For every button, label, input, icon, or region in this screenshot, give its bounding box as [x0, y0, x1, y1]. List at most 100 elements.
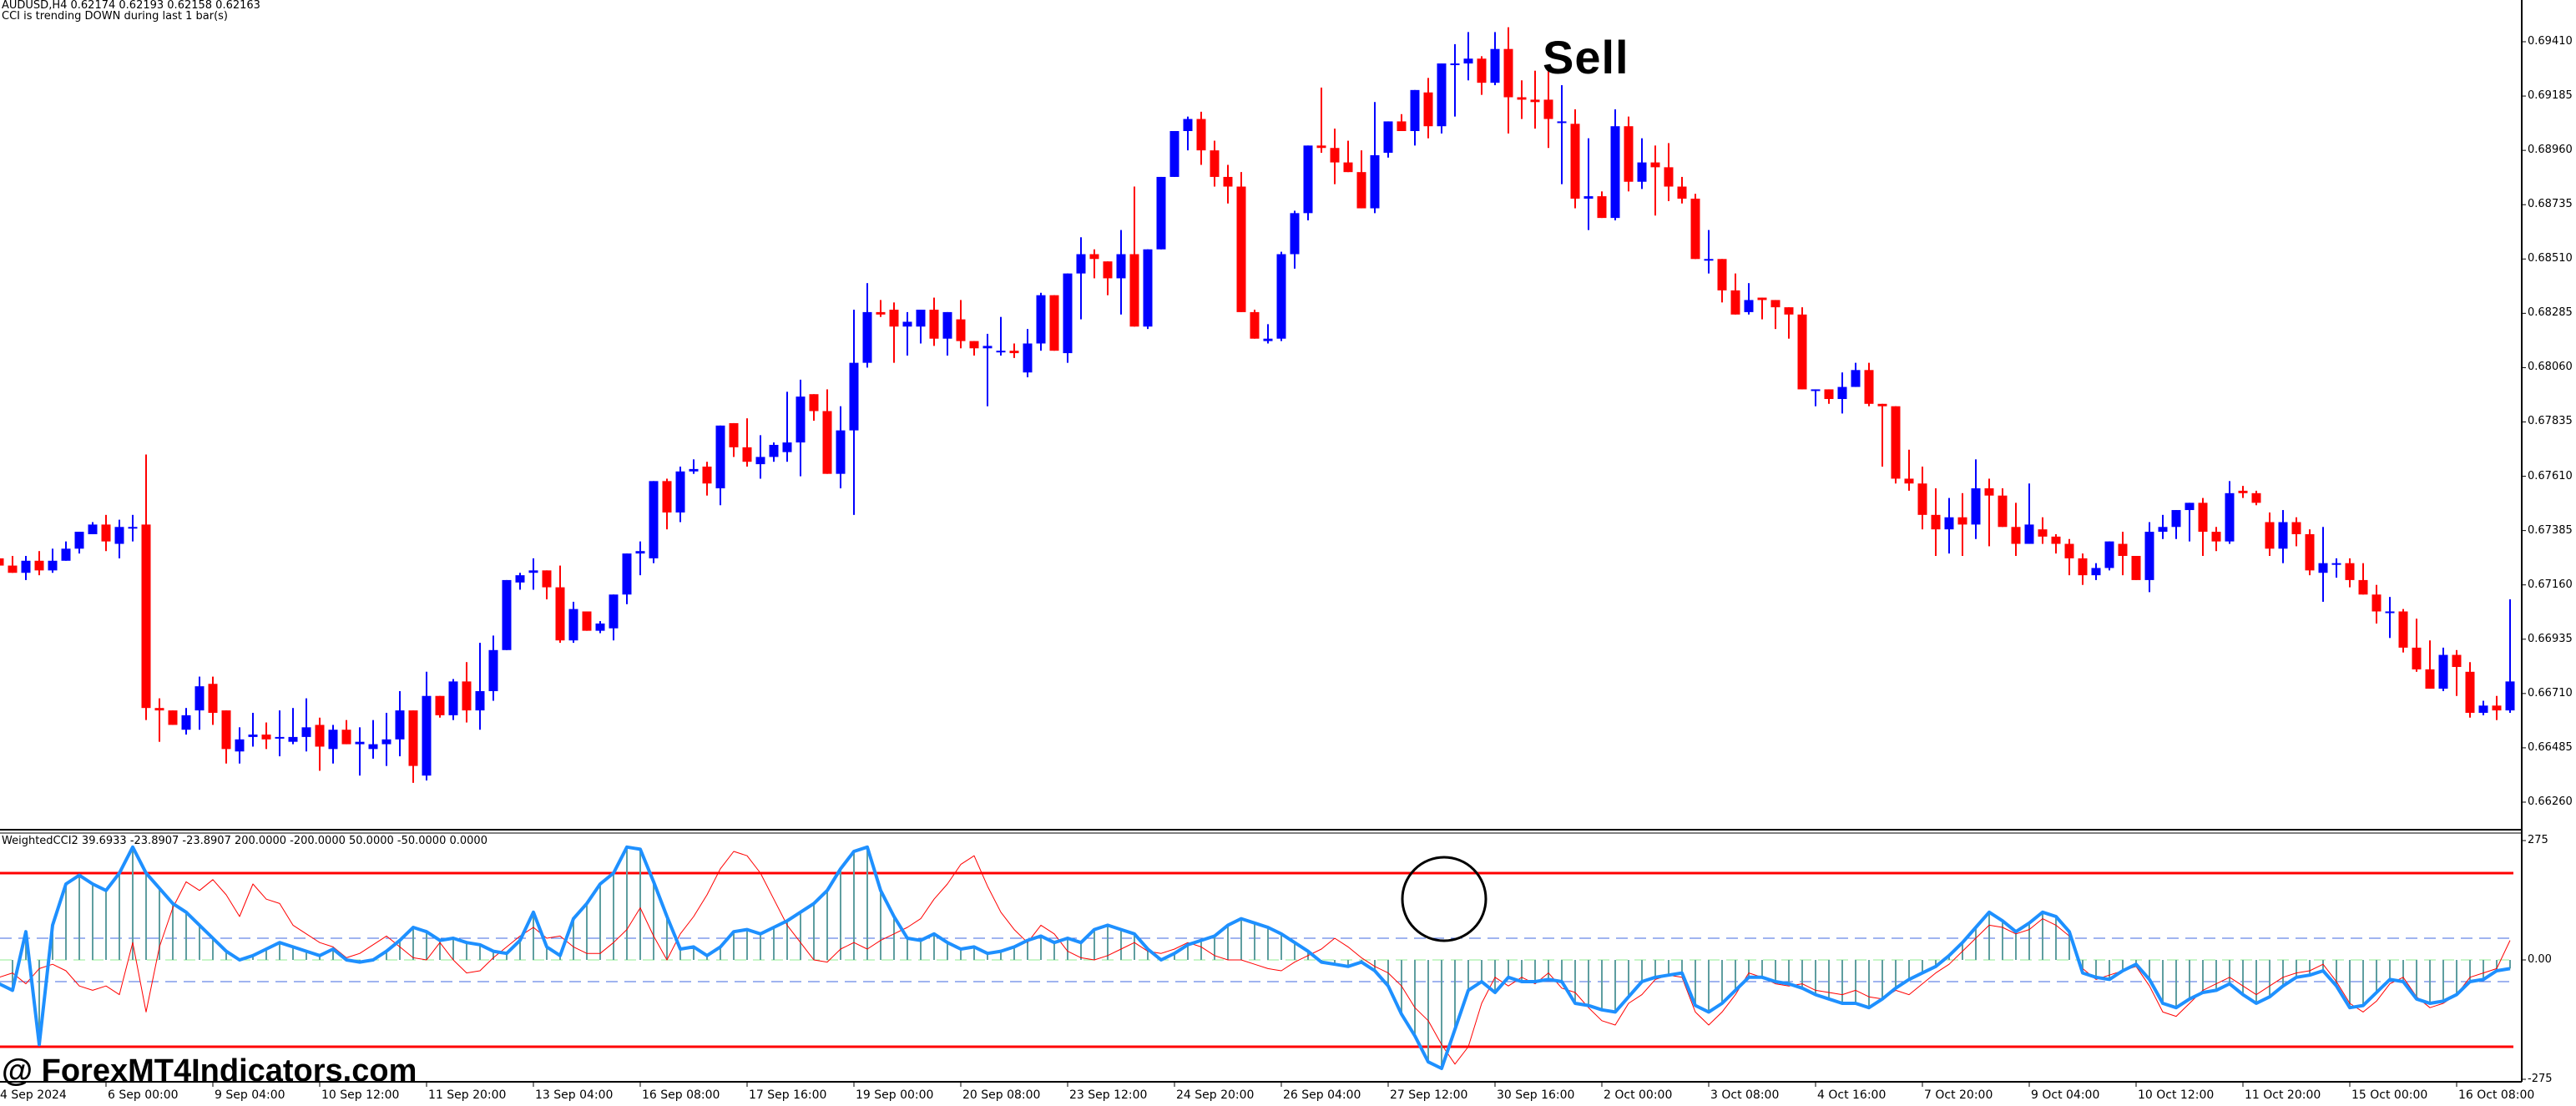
- candle-body: [2064, 543, 2074, 558]
- candle-body: [1503, 48, 1513, 98]
- candle-body: [1757, 297, 1767, 300]
- candle-body: [2078, 558, 2088, 576]
- candle-body: [168, 710, 178, 725]
- candle-body: [622, 553, 632, 595]
- candle-body: [1610, 126, 1620, 219]
- candle-body: [288, 736, 298, 742]
- candle-body: [1183, 119, 1193, 132]
- indicator-tick-label: 275: [2528, 834, 2548, 846]
- candle-body: [1250, 311, 1260, 339]
- time-tick-label: 16 Sep 08:00: [642, 1088, 720, 1102]
- candle-body: [1023, 343, 1033, 373]
- cci-main-line: [0, 845, 2511, 1070]
- candle-body: [568, 609, 578, 641]
- candle-body: [2371, 594, 2382, 612]
- candle-body: [1717, 259, 1727, 290]
- candle-body: [0, 558, 4, 566]
- candle-body: [1156, 176, 1166, 250]
- candle-body: [261, 735, 271, 740]
- signal-circle-annotation: [1401, 856, 1488, 942]
- candle-body: [88, 524, 98, 534]
- candle-body: [1450, 63, 1460, 66]
- candle-body: [1063, 273, 1073, 354]
- candle-body: [675, 471, 685, 513]
- price-tick-label: 0.69410: [2528, 35, 2573, 48]
- cci-status-line: CCI is trending DOWN during last 1 bar(s…: [2, 10, 229, 23]
- candle-body: [1463, 58, 1473, 64]
- candle-body: [2131, 555, 2141, 580]
- candle-body: [2398, 611, 2408, 648]
- candle-body: [742, 447, 752, 462]
- candle-body: [1957, 517, 1967, 525]
- candle-body: [1770, 300, 1780, 308]
- candle-body: [2091, 568, 2101, 576]
- candle-body: [715, 425, 725, 489]
- candle-body: [2211, 532, 2221, 542]
- candle-body: [1103, 261, 1113, 279]
- candle-body: [328, 730, 338, 750]
- candle-body: [1650, 162, 1660, 168]
- price-tick-label: 0.66710: [2528, 686, 2573, 699]
- candle-body: [1917, 483, 1927, 515]
- candle-body: [1557, 121, 1567, 124]
- candle-body: [2505, 681, 2515, 711]
- time-tick-label: 20 Sep 08:00: [962, 1088, 1041, 1102]
- candle-body: [275, 736, 285, 739]
- candle-body: [2038, 529, 2048, 537]
- candle-body: [862, 311, 872, 363]
- candle-body: [902, 321, 912, 327]
- candle-body: [996, 351, 1006, 353]
- candle-body: [1089, 254, 1099, 260]
- candle-body: [2478, 705, 2488, 713]
- time-tick-label: 3 Oct 08:00: [1710, 1088, 1780, 1102]
- time-tick-label: 11 Sep 20:00: [428, 1088, 507, 1102]
- candle-body: [1490, 48, 1500, 83]
- candle-body: [248, 735, 258, 737]
- candle-body: [2331, 563, 2341, 565]
- indicator-tick-label: 0.00: [2528, 953, 2552, 966]
- price-tick-label: 0.66260: [2528, 795, 2573, 808]
- price-tick-label: 0.67610: [2528, 469, 2573, 482]
- candle-body: [1129, 254, 1139, 327]
- candle-body: [635, 551, 645, 554]
- candle-body: [2238, 490, 2248, 493]
- time-tick-label: 10 Sep 12:00: [321, 1088, 400, 1102]
- candle-body: [1637, 162, 1647, 182]
- time-tick-label: 11 Oct 20:00: [2245, 1088, 2321, 1102]
- candle-body: [1583, 196, 1594, 199]
- candle-body: [2385, 611, 2395, 614]
- candle-body: [475, 690, 485, 711]
- candle-body: [1931, 514, 1941, 530]
- candle-body: [1263, 338, 1273, 341]
- candle-body: [34, 560, 44, 571]
- candle-body: [1343, 162, 1353, 173]
- candle-body: [2051, 536, 2061, 544]
- time-tick-label: 27 Sep 12:00: [1390, 1088, 1468, 1102]
- price-tick-label: 0.68510: [2528, 252, 2573, 265]
- candle-body: [1210, 150, 1220, 177]
- candle-body: [2171, 510, 2181, 528]
- candle-body: [235, 739, 245, 752]
- candle-body: [1477, 58, 1487, 83]
- candle-body: [1530, 99, 1540, 103]
- candle-body: [315, 725, 325, 747]
- candle-body: [782, 442, 792, 452]
- candle-body: [729, 422, 739, 447]
- candle-body: [1570, 124, 1580, 199]
- candle-body: [1236, 186, 1246, 312]
- time-tick-label: 15 Oct 00:00: [2351, 1088, 2428, 1102]
- candle-body: [528, 570, 538, 573]
- candle-body: [2185, 502, 2195, 511]
- candle-body: [1744, 300, 1754, 312]
- candle-body: [1009, 351, 1019, 354]
- candle-body: [969, 341, 979, 349]
- candle-body: [141, 524, 151, 709]
- candle-body: [1330, 148, 1340, 163]
- candle-body: [488, 649, 498, 691]
- candle-body: [582, 611, 592, 631]
- price-tick-label: 0.67835: [2528, 415, 2573, 428]
- symbol-ohlc-line: AUDUSD,H4 0.62174 0.62193 0.62158 0.6216…: [2, 0, 260, 12]
- candle-body: [2118, 543, 2128, 556]
